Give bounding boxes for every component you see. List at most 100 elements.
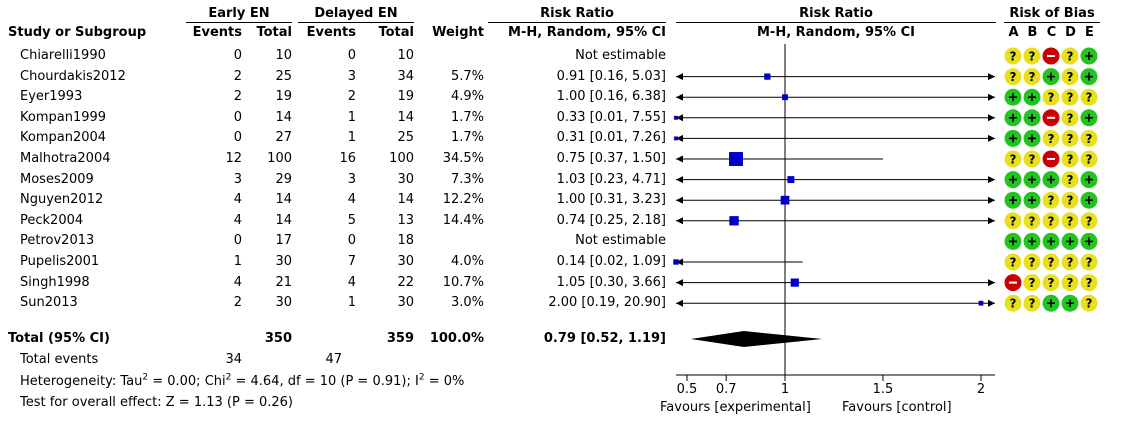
point-estimate-square — [729, 216, 739, 226]
ci-arrow-left — [676, 196, 683, 204]
point-estimate-square — [978, 300, 984, 306]
weight-value: 12.2% — [442, 192, 484, 208]
rob-question-mark: ? — [1048, 214, 1055, 228]
ci-arrow-left — [676, 155, 683, 163]
header-events-delayed: Events — [306, 25, 356, 40]
risk-ratio-ci: 0.14 [0.02, 1.09] — [556, 254, 666, 269]
rob-unclear-icon — [1004, 150, 1022, 168]
header-total-delayed: Total — [378, 25, 414, 40]
rob-unclear-icon — [1042, 212, 1060, 230]
rob-question-mark: ? — [1067, 214, 1074, 228]
delayed-events: 3 — [347, 171, 356, 187]
early-events: 0 — [233, 233, 242, 249]
early-total: 17 — [275, 233, 292, 249]
ci-arrow-left — [676, 134, 683, 142]
point-estimate-square — [787, 176, 795, 184]
rob-unclear-icon — [1023, 47, 1041, 65]
delayed-total: 19 — [397, 89, 414, 105]
study-name: Sun2013 — [20, 295, 78, 311]
ci-arrow-right — [988, 73, 995, 81]
early-total: 29 — [275, 171, 292, 187]
delayed-events: 1 — [347, 295, 356, 311]
rob-unclear-icon — [1080, 88, 1098, 106]
risk-ratio-ci: 1.05 [0.30, 3.66] — [556, 274, 666, 290]
ci-arrow-left — [676, 176, 683, 184]
ci-arrow-left — [676, 299, 683, 307]
header-weight: Weight — [432, 25, 484, 40]
header-study: Study or Subgroup — [8, 25, 147, 40]
rob-question-mark: ? — [1010, 297, 1017, 311]
weight-value: 1.7% — [450, 109, 484, 125]
point-estimate-square — [729, 152, 743, 166]
heterogeneity-text: Heterogeneity: Tau2 = 0.00; Chi2 = 4.64,… — [20, 372, 465, 389]
delayed-total: 30 — [397, 295, 414, 311]
ci-arrow-right — [988, 217, 995, 225]
rob-question-mark: ? — [1010, 70, 1017, 84]
rob-unclear-icon — [1061, 129, 1079, 147]
header-risk-ratio: Risk Ratio — [488, 6, 666, 23]
header-risk-of-bias: Risk of Bias — [1004, 6, 1100, 23]
header-rob-e: E — [1085, 25, 1094, 40]
rob-question-mark: ? — [1048, 132, 1055, 146]
study-name: Malhotra2004 — [20, 151, 111, 166]
rob-unclear-icon — [1061, 253, 1079, 271]
risk-ratio-ci: 2.00 [0.19, 20.90] — [548, 295, 666, 311]
study-name: Kompan1999 — [20, 109, 107, 125]
pooled-diamond — [690, 331, 823, 347]
study-name: Petrov2013 — [20, 233, 95, 249]
weight-value: 10.7% — [442, 274, 484, 290]
x-tick-label: 1 — [780, 382, 790, 397]
weight-value: 1.7% — [450, 130, 484, 146]
rob-question-mark: ? — [1010, 153, 1017, 167]
header-events-early: Events — [192, 25, 242, 40]
ci-arrow-right — [988, 299, 995, 307]
ci-arrow-left — [676, 279, 683, 287]
rob-question-mark: ? — [1086, 153, 1093, 167]
rob-unclear-icon — [1023, 68, 1041, 86]
rob-question-mark: ? — [1067, 50, 1074, 64]
early-total: 25 — [275, 68, 292, 84]
rob-unclear-icon — [1080, 274, 1098, 292]
delayed-events: 16 — [339, 151, 356, 166]
x-tick-label: 0.7 — [715, 382, 737, 397]
study-name: Chourdakis2012 — [20, 68, 126, 84]
rob-unclear-icon — [1080, 294, 1098, 312]
ci-arrow-right — [988, 196, 995, 204]
study-name: Kompan2004 — [20, 130, 107, 146]
rob-unclear-icon — [1080, 129, 1098, 147]
weight-value: 4.0% — [450, 254, 484, 269]
early-events: 4 — [233, 274, 242, 290]
study-name: Peck2004 — [20, 212, 84, 228]
early-total: 30 — [275, 295, 292, 311]
point-estimate-square — [764, 73, 771, 80]
delayed-total: 14 — [397, 192, 414, 208]
early-events: 0 — [233, 48, 242, 63]
total-events-delayed: 47 — [325, 352, 342, 367]
rob-unclear-icon — [1061, 212, 1079, 230]
overall-effect-text: Test for overall effect: Z = 1.13 (P = 0… — [20, 395, 293, 410]
risk-ratio-ci: 1.03 [0.23, 4.71] — [556, 171, 666, 187]
rob-unclear-icon — [1042, 129, 1060, 147]
rob-question-mark: ? — [1029, 297, 1036, 311]
delayed-total: 10 — [397, 48, 414, 63]
rob-question-mark: ? — [1029, 256, 1036, 270]
header-rob-d: D — [1065, 25, 1076, 40]
point-estimate-square — [790, 278, 799, 287]
study-name: Moses2009 — [20, 171, 94, 187]
early-total: 19 — [275, 89, 292, 105]
rob-question-mark: ? — [1048, 194, 1055, 208]
delayed-total: 34 — [397, 68, 414, 84]
weight-value: 34.5% — [442, 151, 484, 166]
rob-question-mark: ? — [1029, 70, 1036, 84]
delayed-events: 2 — [347, 89, 356, 105]
rob-question-mark: ? — [1010, 214, 1017, 228]
early-events: 2 — [233, 295, 242, 311]
early-total: 21 — [275, 274, 292, 290]
weight-value: 5.7% — [450, 68, 484, 84]
x-tick-label: 1.5 — [872, 382, 894, 397]
rob-unclear-icon — [1042, 191, 1060, 209]
early-events: 0 — [233, 109, 242, 125]
risk-ratio-ci: 0.33 [0.01, 7.55] — [556, 109, 666, 125]
ci-arrow-right — [988, 93, 995, 101]
study-name: Chiarelli1990 — [20, 48, 106, 63]
